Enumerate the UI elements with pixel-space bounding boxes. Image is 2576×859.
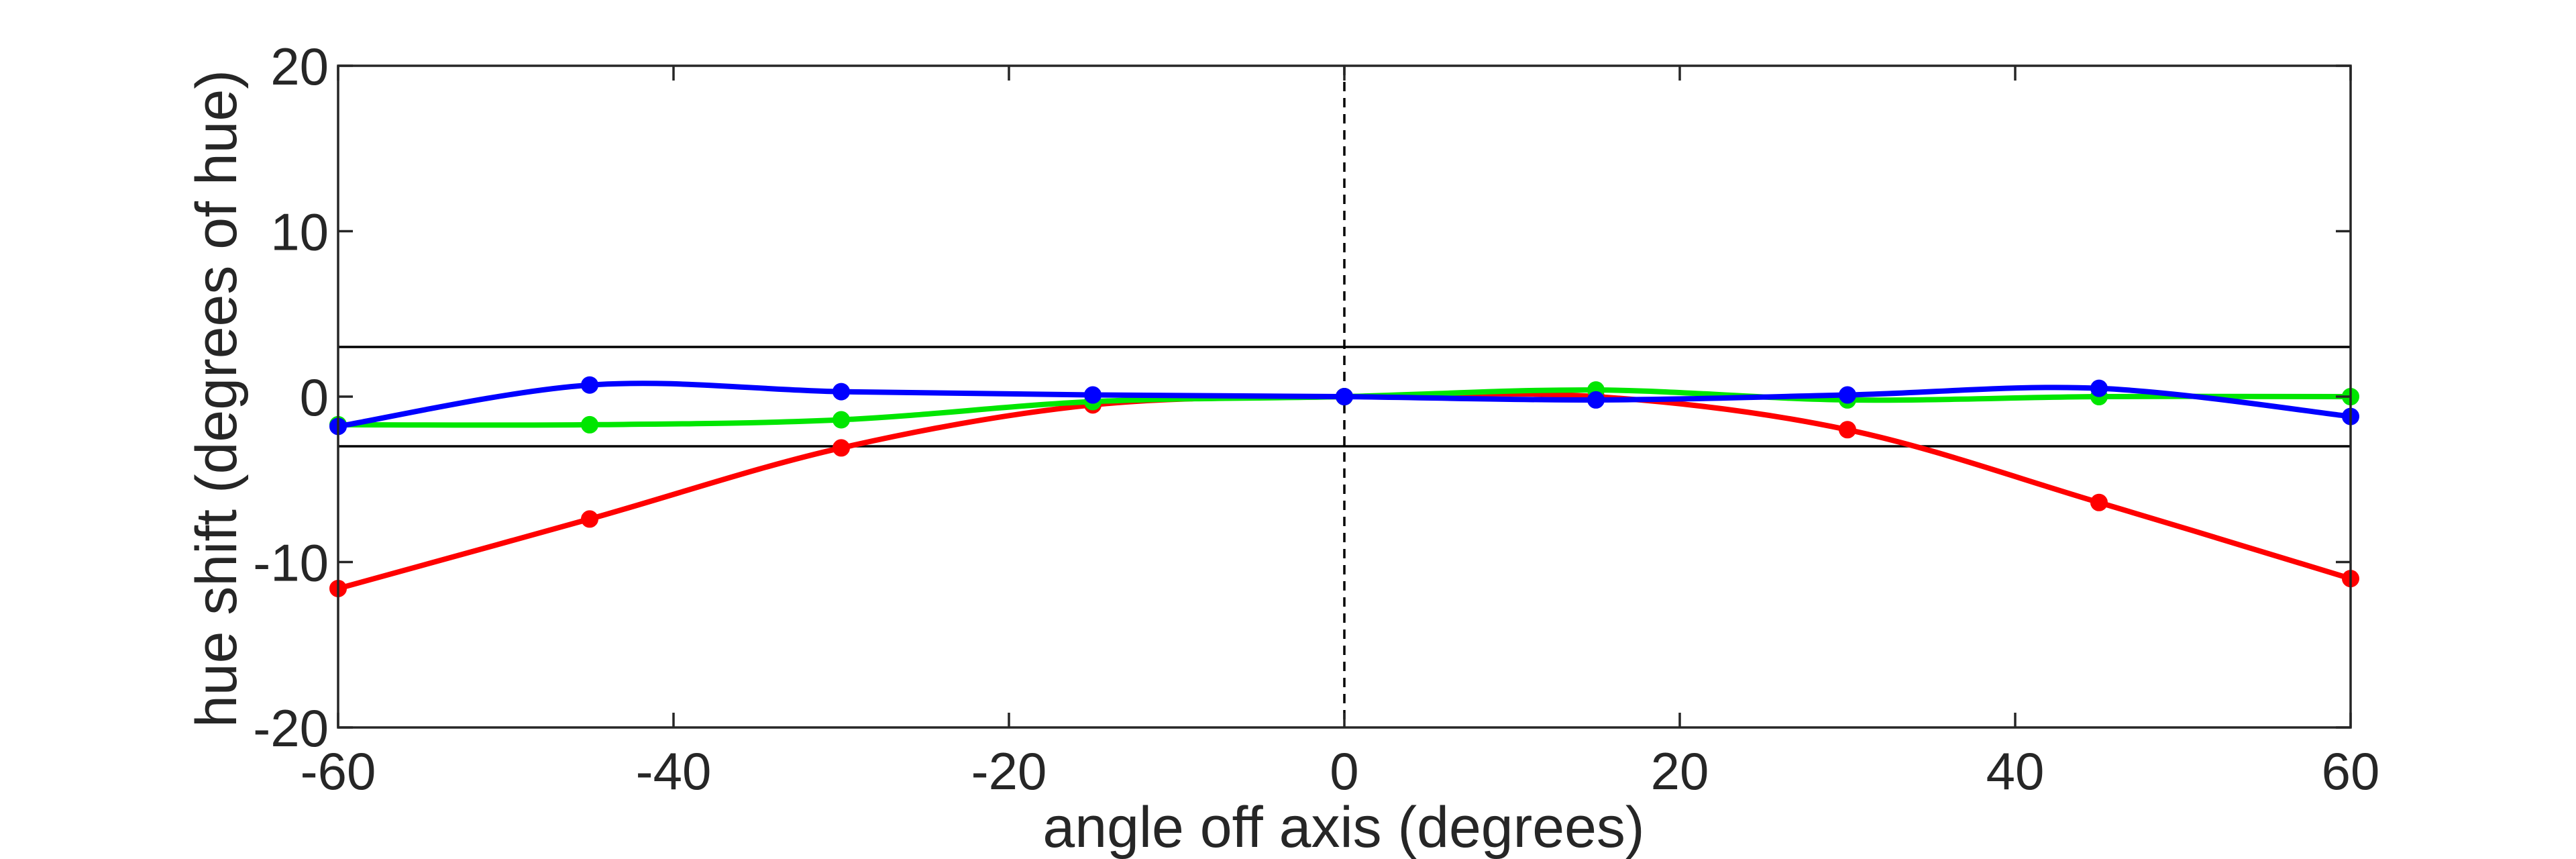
y-tick-label: -20 bbox=[253, 699, 329, 758]
data-point-red bbox=[833, 439, 850, 457]
y-axis-title: hue shift (degrees of hue) bbox=[184, 70, 249, 727]
x-tick-label: 60 bbox=[2322, 742, 2380, 801]
x-tick-label: 0 bbox=[1330, 742, 1358, 801]
data-point-green bbox=[833, 411, 850, 429]
x-tick-label: 40 bbox=[1986, 742, 2045, 801]
x-axis-title: angle off axis (degrees) bbox=[1042, 795, 1644, 859]
x-tick-label: -20 bbox=[971, 742, 1047, 801]
data-point-red bbox=[2090, 493, 2108, 511]
data-point-blue bbox=[1084, 386, 1102, 404]
x-tick-label: 20 bbox=[1651, 742, 1709, 801]
data-point-blue bbox=[2090, 379, 2108, 397]
plot-area bbox=[329, 66, 2359, 727]
y-tick-label: 10 bbox=[270, 203, 329, 262]
data-point-blue bbox=[833, 383, 850, 401]
data-point-red bbox=[581, 510, 598, 528]
data-point-green bbox=[581, 415, 598, 434]
data-point-red bbox=[1839, 421, 1856, 439]
data-point-blue bbox=[581, 376, 598, 394]
x-tick-label: -60 bbox=[301, 742, 376, 801]
data-point-blue bbox=[1587, 391, 1605, 409]
x-tick-label: -40 bbox=[636, 742, 712, 801]
data-point-blue bbox=[1839, 386, 1856, 404]
axes: -60 -40 -20 0 20 40 60 -20 -10 0 10 20 bbox=[253, 37, 2379, 801]
data-point-blue bbox=[1336, 388, 1353, 405]
y-tick-label: 0 bbox=[300, 368, 329, 427]
y-tick-label: 20 bbox=[270, 37, 329, 96]
y-tick-label: -10 bbox=[253, 534, 329, 593]
